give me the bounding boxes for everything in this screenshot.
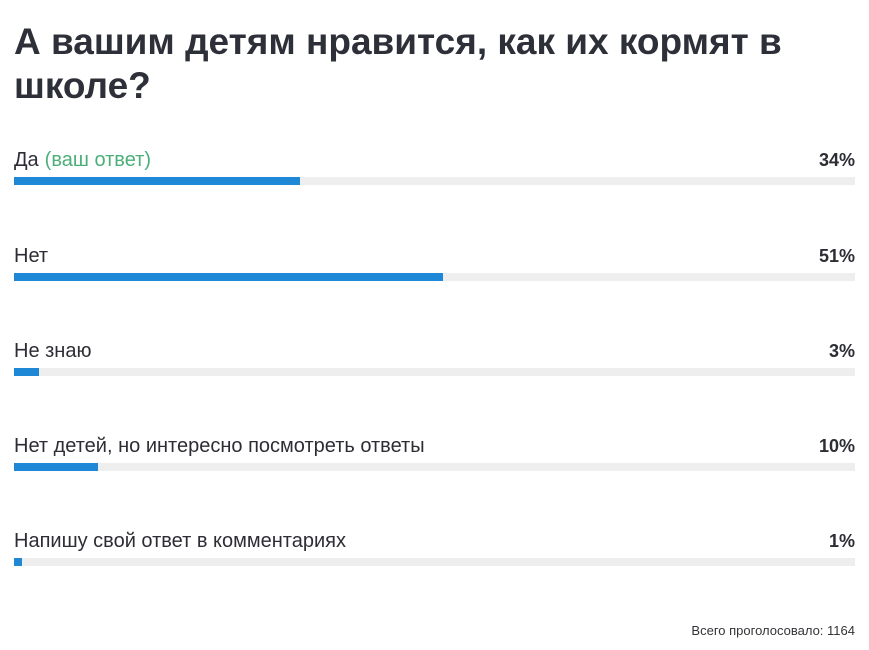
option-label: Не знаю [14,340,92,362]
result-bar-track [14,273,855,281]
result-bar-track [14,177,855,185]
poll-option-dont-know: Не знаю 3% [14,338,855,384]
option-label: Нет [14,245,49,267]
poll-widget: А вашим детям нравится, как их кормят в … [14,0,855,650]
result-bar-track [14,558,855,566]
result-bar-track [14,463,855,471]
option-percent: 10% [818,436,855,456]
poll-option-yes: Да (ваш ответ) 34% [14,147,855,193]
option-label: Да (ваш ответ) [14,149,151,171]
option-label: Напишу свой ответ в комментариях [14,530,346,552]
result-bar-fill [14,558,23,566]
result-bar-track [14,368,855,376]
result-bar-fill [14,273,443,281]
poll-option-no: Нет 51% [14,243,855,289]
option-percent: 1% [828,531,855,551]
total-votes: Всего проголосовало: 1164 [691,623,855,638]
poll-option-no-children: Нет детей, но интересно посмотреть ответ… [14,433,855,479]
poll-question: А вашим детям нравится, как их кормят в … [14,21,782,106]
option-percent: 3% [828,341,855,361]
option-percent: 51% [818,246,855,266]
result-bar-fill [14,368,40,376]
result-bar-fill [14,177,300,185]
option-label: Нет детей, но интересно посмотреть ответ… [14,435,425,457]
poll-option-comment: Напишу свой ответ в комментариях 1% [14,528,855,574]
result-bar-fill [14,463,99,471]
your-answer-marker: (ваш ответ) [44,149,151,171]
option-percent: 34% [818,150,855,170]
